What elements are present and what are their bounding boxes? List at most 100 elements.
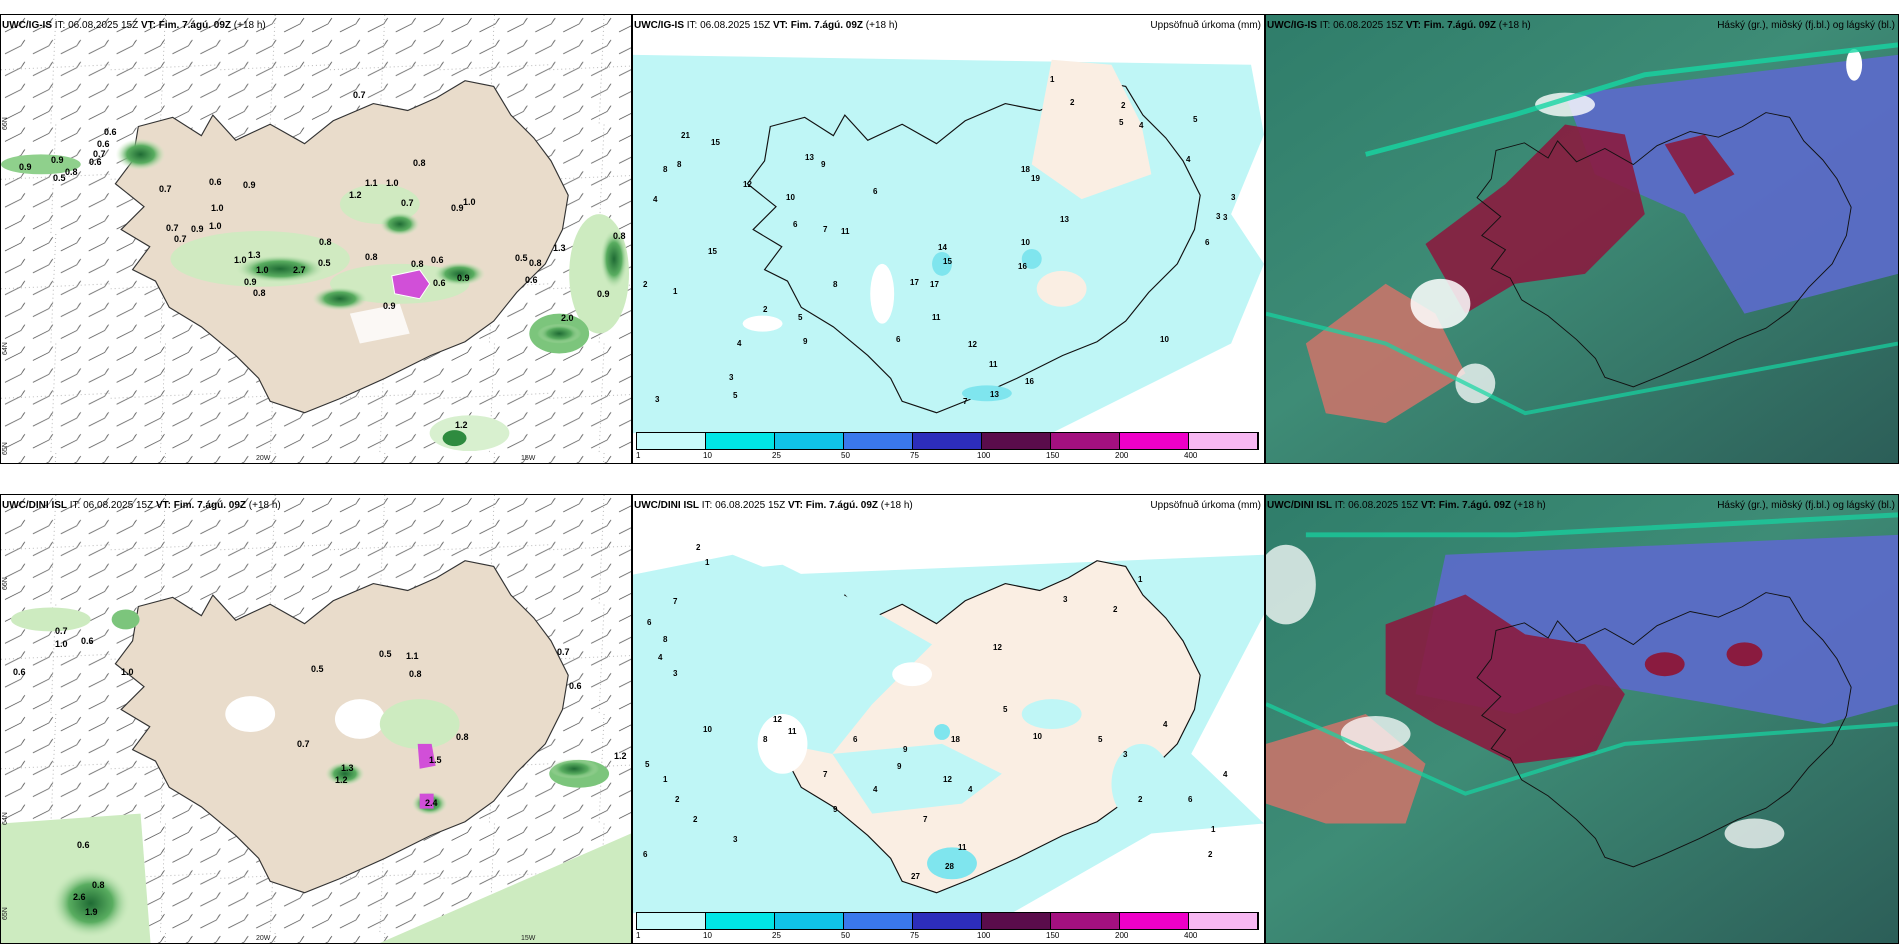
precip-map	[633, 15, 1264, 463]
colorbar-tick: 200	[1115, 451, 1129, 460]
wind-label: 0.6	[431, 255, 444, 265]
wind-label: 1.1	[365, 178, 378, 188]
colorbar-segment	[913, 913, 982, 929]
wind-label: 0.7	[401, 198, 414, 208]
colorbar-segment	[1189, 913, 1258, 929]
wind-label: 1.0	[463, 197, 476, 207]
wind-label: 0.8	[409, 669, 422, 679]
precip-value: 19	[1031, 174, 1040, 183]
wind-label: 0.5	[53, 173, 66, 183]
panel-title: UWC/DINI ISL IT: 06.08.2025 15Z VT: Fim.…	[1267, 500, 1546, 511]
panel-title: UWC/DINI ISL IT: 06.08.2025 15Z VT: Fim.…	[2, 500, 281, 511]
colorbar-segment	[706, 433, 775, 449]
precip-colorbar	[636, 912, 1259, 930]
wind-label: 0.9	[191, 224, 204, 234]
precip-value: 8	[763, 735, 768, 744]
precip-value: 6	[643, 850, 648, 859]
precip-value: 10	[786, 193, 795, 202]
lat-label: 65N	[2, 442, 9, 455]
precip-colorbar	[636, 432, 1259, 450]
wind-label: 1.2	[455, 420, 468, 430]
colorbar-segment	[844, 433, 913, 449]
wind-label: 2.0	[561, 313, 574, 323]
wind-label: 0.8	[413, 158, 426, 168]
wind-label: 1.0	[121, 667, 134, 677]
cloud-map	[1266, 495, 1898, 943]
precip-value: 5	[645, 760, 650, 769]
colorbar-tick: 25	[772, 931, 781, 940]
colorbar-tick: 50	[841, 931, 850, 940]
precip-value: 8	[833, 280, 838, 289]
wind-label: 0.7	[353, 90, 366, 100]
lon-label: 20W	[256, 935, 271, 942]
precip-value: 10	[1021, 238, 1030, 247]
wind-map	[1, 15, 631, 463]
colorbar-segment	[1120, 433, 1189, 449]
colorbar-segment	[1051, 433, 1120, 449]
colorbar-tick: 150	[1046, 931, 1060, 940]
precip-value: 6	[793, 220, 798, 229]
precip-value: 3	[1123, 750, 1128, 759]
wind-label: 1.2	[335, 775, 348, 785]
colorbar-segment	[706, 913, 775, 929]
wind-label: 0.9	[383, 301, 396, 311]
precip-value: 21	[681, 131, 690, 140]
colorbar-segment	[913, 433, 982, 449]
wind-label: 0.6	[209, 177, 222, 187]
cloud-map	[1266, 15, 1898, 463]
wind-panel-bottom: UWC/DINI ISL IT: 06.08.2025 15Z VT: Fim.…	[0, 494, 632, 944]
colorbar-tick: 1	[636, 451, 641, 460]
cloud-title: Háský (gr.), miðský (fj.bl.) og lágský (…	[1717, 500, 1895, 511]
wind-label: 0.8	[253, 288, 266, 298]
wind-label: 0.9	[51, 155, 64, 165]
wind-label: 0.8	[613, 231, 626, 241]
precip-value: 9	[821, 160, 826, 169]
lat-label: 66N	[2, 577, 9, 590]
precip-value: 5	[1098, 735, 1103, 744]
precip-value: 28	[945, 862, 954, 871]
precip-value: 11	[989, 360, 998, 369]
wind-label: 0.8	[456, 732, 469, 742]
colorbar-tick: 150	[1046, 451, 1060, 460]
wind-label: 0.9	[244, 277, 257, 287]
precip-value: 3	[655, 395, 660, 404]
precip-panel-bottom: UWC/DINI ISL IT: 06.08.2025 15Z VT: Fim.…	[632, 494, 1265, 944]
wind-label: 0.6	[81, 636, 94, 646]
colorbar-tick: 10	[703, 451, 712, 460]
wind-label: 0.7	[174, 234, 187, 244]
cloud-panel-bottom: UWC/DINI ISL IT: 06.08.2025 15Z VT: Fim.…	[1265, 494, 1899, 944]
precip-value: 3	[673, 669, 678, 678]
wind-label: 1.9	[85, 907, 98, 917]
colorbar-tick: 10	[703, 931, 712, 940]
precip-value: 15	[711, 138, 720, 147]
wind-label: 1.1	[406, 651, 419, 661]
precip-value: 12	[943, 775, 952, 784]
wind-label: 0.6	[77, 840, 90, 850]
colorbar-tick: 100	[977, 451, 991, 460]
precip-value: 2	[693, 815, 698, 824]
precip-value: 2	[1138, 795, 1143, 804]
precip-value: 1	[663, 775, 668, 784]
colorbar-segment	[637, 913, 706, 929]
precip-value: 4	[1186, 155, 1191, 164]
colorbar-segment	[1051, 913, 1120, 929]
precip-value: 2	[763, 305, 768, 314]
precip-value: 11	[841, 227, 850, 236]
wind-label: 1.0	[386, 178, 399, 188]
precip-value: 11	[788, 727, 797, 736]
precip-value: 13	[990, 390, 999, 399]
wind-label: 0.6	[97, 139, 110, 149]
wind-label: 0.5	[311, 664, 324, 674]
wind-label: 0.5	[515, 253, 528, 263]
precip-value: 7	[673, 597, 678, 606]
precip-value: 15	[943, 257, 952, 266]
wind-label: 1.3	[553, 243, 566, 253]
lon-label: 15W	[521, 935, 536, 942]
precip-value: 12	[968, 340, 977, 349]
precip-value: 7	[963, 397, 968, 406]
wind-label: 0.9	[19, 162, 32, 172]
wind-label: 0.8	[529, 258, 542, 268]
precip-title: Uppsöfnuð úrkoma (mm)	[1150, 500, 1261, 511]
precip-value: 4	[737, 339, 742, 348]
precip-value: 5	[733, 391, 738, 400]
